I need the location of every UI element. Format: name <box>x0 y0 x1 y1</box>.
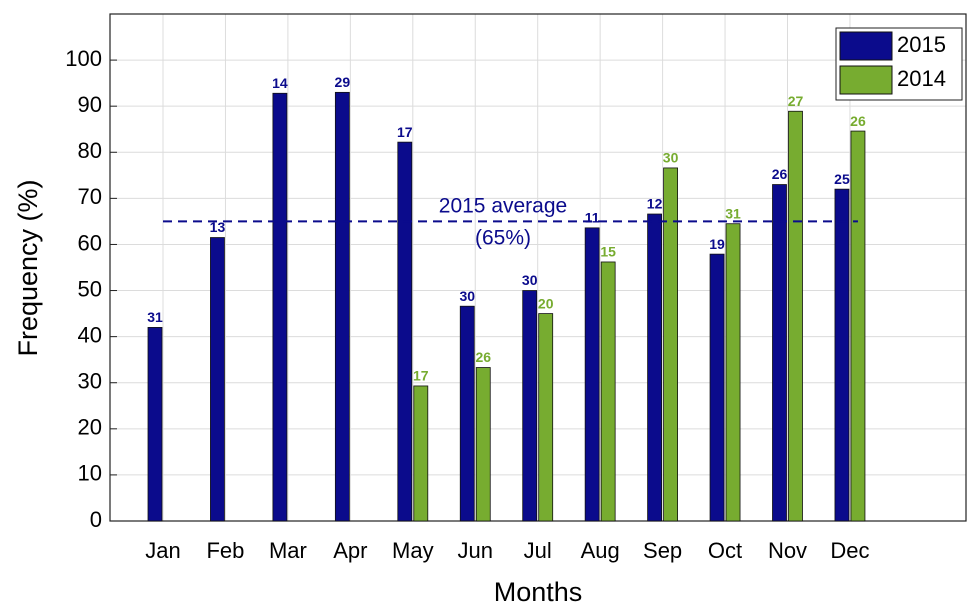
bar-count-label: 17 <box>397 124 413 140</box>
bar <box>600 261 616 522</box>
legend-label: 2014 <box>897 66 946 91</box>
x-tick-label: Feb <box>206 538 244 563</box>
bar <box>522 290 538 522</box>
bar-count-label: 12 <box>647 196 663 212</box>
x-tick-label: Jan <box>145 538 180 563</box>
bar <box>459 305 475 522</box>
y-tick-label: 0 <box>90 507 102 532</box>
bar <box>147 327 163 522</box>
bar <box>413 385 429 522</box>
bar-count-label: 17 <box>413 368 429 384</box>
y-tick-label: 50 <box>78 276 102 301</box>
bar <box>397 141 413 522</box>
x-tick-label: May <box>392 538 434 563</box>
x-tick-label: Jul <box>524 538 552 563</box>
bar-count-label: 11 <box>585 210 600 226</box>
bar-count-label: 30 <box>522 272 538 288</box>
bar <box>584 227 600 522</box>
bar-count-label: 20 <box>538 295 554 311</box>
bar <box>538 313 554 522</box>
bar-count-label: 30 <box>663 150 679 166</box>
bar <box>475 367 491 522</box>
y-axis-label: Frequency (%) <box>13 179 43 356</box>
bar <box>334 91 350 522</box>
bar-count-label: 27 <box>788 93 804 109</box>
bar-count-label: 14 <box>272 75 288 91</box>
x-tick-label: Mar <box>269 538 307 563</box>
x-tick-label: Dec <box>830 538 869 563</box>
bar <box>772 184 787 522</box>
plot-frame <box>109 13 967 522</box>
bar-count-label: 26 <box>850 113 866 129</box>
y-tick-label: 60 <box>78 230 102 255</box>
bar <box>210 237 225 522</box>
x-tick-label: Jun <box>458 538 493 563</box>
y-tick-label: 30 <box>78 369 102 394</box>
bar-count-label: 13 <box>210 219 226 235</box>
bar <box>834 188 850 522</box>
x-tick-label: Oct <box>708 538 742 563</box>
bar <box>788 110 803 522</box>
bar-count-label: 19 <box>709 236 725 252</box>
average-label: 2015 average <box>439 195 567 218</box>
bar-count-label: 25 <box>834 171 850 187</box>
x-tick-label: Sep <box>643 538 682 563</box>
bar <box>850 130 866 522</box>
legend-swatch <box>839 31 893 61</box>
bar-count-label: 15 <box>600 244 616 260</box>
x-axis-label: Months <box>494 577 583 607</box>
bar-count-label: 26 <box>475 349 491 365</box>
legend-label: 2015 <box>897 32 946 57</box>
bar <box>725 223 741 522</box>
y-tick-label: 10 <box>78 461 102 486</box>
bar <box>272 92 288 522</box>
bar-count-label: 31 <box>147 309 163 325</box>
x-tick-label: Nov <box>768 538 807 563</box>
bar <box>647 213 662 522</box>
bar-count-label: 30 <box>459 288 475 304</box>
x-tick-label: Aug <box>581 538 620 563</box>
bar <box>663 167 678 522</box>
bar-count-label: 29 <box>335 74 351 90</box>
bar-count-label: 31 <box>725 205 741 221</box>
y-tick-label: 20 <box>78 415 102 440</box>
y-tick-label: 90 <box>78 92 102 117</box>
average-label: (65%) <box>475 227 531 250</box>
y-tick-label: 70 <box>78 184 102 209</box>
y-tick-label: 100 <box>65 46 102 71</box>
bar <box>709 253 725 522</box>
y-tick-label: 80 <box>78 138 102 163</box>
x-tick-label: Apr <box>333 538 367 563</box>
legend-swatch <box>839 65 893 95</box>
y-tick-label: 40 <box>78 322 102 347</box>
bar-count-label: 26 <box>772 166 788 182</box>
